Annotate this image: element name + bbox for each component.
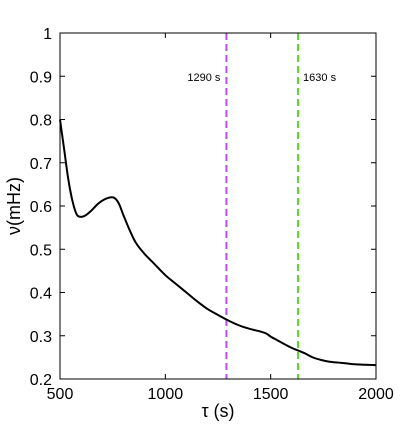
y-tick-label: 0.7 xyxy=(30,156,52,173)
y-tick-label: 0.8 xyxy=(30,113,52,130)
vline-label-1630: 1630 s xyxy=(303,72,337,84)
y-tick-label: 0.2 xyxy=(30,372,52,389)
y-tick-label: 0.9 xyxy=(30,69,52,86)
y-tick-label: 0.3 xyxy=(30,329,52,346)
y-tick-label: 0.6 xyxy=(30,199,52,216)
x-tick-label: 1000 xyxy=(148,386,184,403)
annotation-lines: 1290 s 1630 s xyxy=(187,33,337,379)
y-tick-label: 1 xyxy=(43,26,52,43)
series-line-0 xyxy=(59,119,377,367)
plot-frame xyxy=(59,32,377,380)
x-tick-label: 500 xyxy=(47,386,74,403)
y-axis-title: ν(mHz) xyxy=(4,177,24,235)
x-axis-title: τ (s) xyxy=(201,401,234,421)
y-tick-label: 0.4 xyxy=(30,286,52,303)
x-tick-label: 2000 xyxy=(358,386,394,403)
vline-label-1290: 1290 s xyxy=(187,72,221,84)
y-tick-label: 0.5 xyxy=(30,242,52,259)
x-tick-label: 1500 xyxy=(253,386,289,403)
series-layer xyxy=(59,119,377,367)
axis-ticks: 500 1000 1500 2000 0.2 0.3 0.4 0.5 0.6 0.7 0.8 0.9 1 xyxy=(30,26,394,403)
